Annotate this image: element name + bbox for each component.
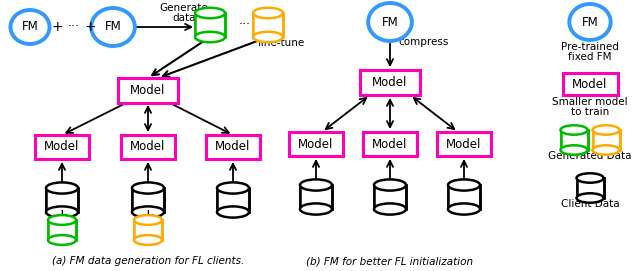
- Text: Model: Model: [372, 76, 408, 89]
- Bar: [118, 78, 178, 102]
- Text: to train: to train: [571, 107, 609, 117]
- Ellipse shape: [368, 3, 412, 41]
- Ellipse shape: [577, 193, 604, 203]
- Bar: [48, 220, 76, 240]
- Text: FM: FM: [381, 15, 398, 28]
- Bar: [134, 220, 162, 240]
- Bar: [217, 188, 249, 212]
- Text: +: +: [84, 20, 96, 34]
- Ellipse shape: [132, 182, 164, 193]
- Text: data: data: [172, 13, 196, 23]
- Bar: [577, 178, 604, 198]
- Bar: [577, 178, 603, 198]
- Ellipse shape: [217, 182, 249, 193]
- Ellipse shape: [561, 125, 588, 135]
- Bar: [35, 135, 89, 159]
- Text: compress: compress: [398, 37, 449, 47]
- Ellipse shape: [561, 145, 588, 155]
- Bar: [360, 69, 420, 95]
- Text: fixed FM: fixed FM: [568, 52, 612, 62]
- Ellipse shape: [448, 204, 480, 215]
- Text: Generated Data: Generated Data: [548, 151, 632, 161]
- Bar: [46, 188, 78, 212]
- Text: Model: Model: [298, 137, 333, 150]
- Bar: [593, 130, 620, 150]
- Text: FM: FM: [22, 21, 38, 34]
- Ellipse shape: [253, 8, 283, 18]
- Text: +: +: [141, 208, 154, 224]
- Bar: [121, 135, 175, 159]
- Text: FM: FM: [582, 15, 598, 28]
- Text: Model: Model: [215, 140, 251, 153]
- Ellipse shape: [217, 207, 249, 218]
- Bar: [196, 13, 224, 37]
- Text: FM: FM: [104, 21, 122, 34]
- Bar: [563, 73, 618, 95]
- Text: Client Data: Client Data: [561, 199, 620, 209]
- Ellipse shape: [132, 207, 164, 218]
- Text: Model: Model: [372, 137, 408, 150]
- Ellipse shape: [300, 204, 332, 215]
- Text: Generate: Generate: [159, 3, 209, 13]
- Ellipse shape: [48, 215, 76, 225]
- Bar: [132, 188, 164, 212]
- Bar: [593, 130, 619, 150]
- Text: ···: ···: [239, 18, 251, 31]
- Bar: [289, 132, 343, 156]
- Bar: [363, 132, 417, 156]
- Ellipse shape: [374, 204, 406, 215]
- Ellipse shape: [10, 10, 49, 44]
- Text: Pre-trained: Pre-trained: [561, 42, 619, 52]
- Ellipse shape: [577, 173, 604, 183]
- Bar: [448, 185, 480, 209]
- Text: Model: Model: [446, 137, 482, 150]
- Ellipse shape: [570, 4, 611, 40]
- Bar: [49, 220, 76, 240]
- Text: +: +: [51, 20, 63, 34]
- Ellipse shape: [448, 179, 480, 191]
- Bar: [195, 13, 225, 37]
- Bar: [561, 130, 588, 150]
- Bar: [561, 130, 587, 150]
- Bar: [374, 185, 406, 209]
- Text: fine-tune: fine-tune: [258, 38, 305, 48]
- Bar: [253, 13, 282, 37]
- Text: ···: ···: [68, 21, 80, 34]
- Bar: [374, 185, 405, 209]
- Text: (a) FM data generation for FL clients.: (a) FM data generation for FL clients.: [52, 256, 244, 266]
- Text: Model: Model: [131, 140, 166, 153]
- Ellipse shape: [46, 182, 78, 193]
- Ellipse shape: [253, 32, 283, 42]
- Text: Smaller model: Smaller model: [552, 97, 628, 107]
- Ellipse shape: [46, 207, 78, 218]
- Ellipse shape: [195, 32, 225, 42]
- Bar: [300, 185, 332, 209]
- Ellipse shape: [91, 8, 135, 46]
- Bar: [206, 135, 260, 159]
- Ellipse shape: [134, 235, 162, 245]
- Ellipse shape: [593, 125, 620, 135]
- Ellipse shape: [593, 145, 620, 155]
- Text: Model: Model: [131, 83, 166, 96]
- Ellipse shape: [374, 179, 406, 191]
- Bar: [301, 185, 332, 209]
- Text: Model: Model: [572, 78, 608, 91]
- Bar: [437, 132, 491, 156]
- Ellipse shape: [134, 215, 162, 225]
- Bar: [134, 220, 161, 240]
- Text: (b) FM for better FL initialization: (b) FM for better FL initialization: [307, 256, 474, 266]
- Ellipse shape: [195, 8, 225, 18]
- Ellipse shape: [300, 179, 332, 191]
- Text: Model: Model: [44, 140, 80, 153]
- Text: +: +: [56, 208, 68, 224]
- Bar: [47, 188, 77, 212]
- Bar: [218, 188, 248, 212]
- Ellipse shape: [48, 235, 76, 245]
- Bar: [449, 185, 479, 209]
- Bar: [253, 13, 283, 37]
- Bar: [132, 188, 163, 212]
